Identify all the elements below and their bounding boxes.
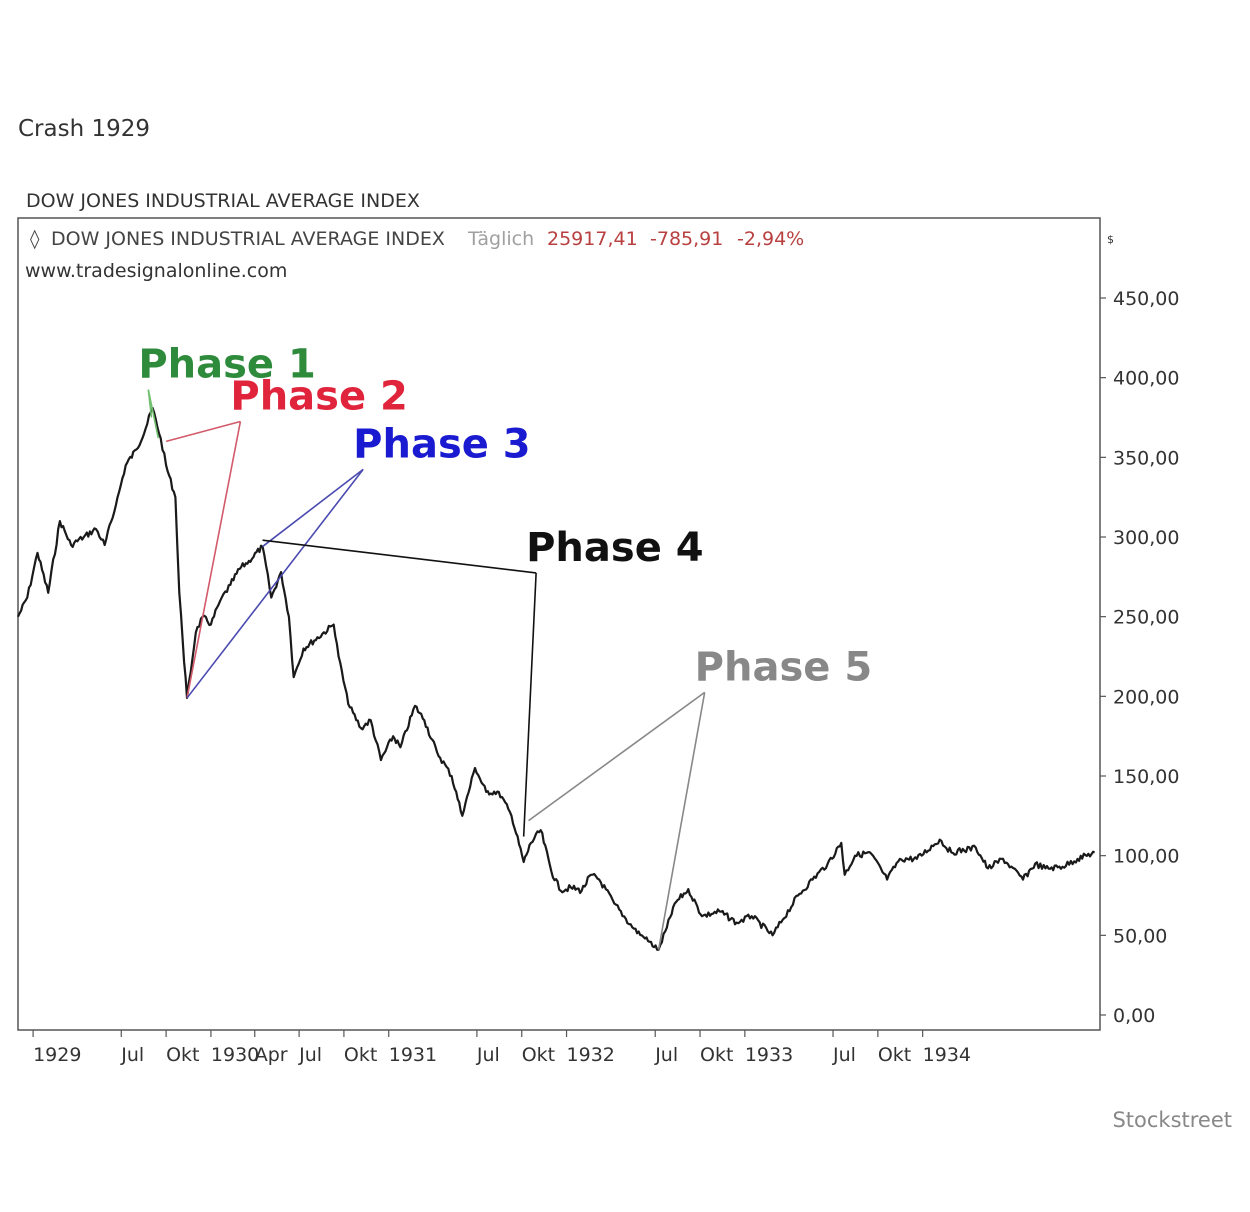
legend-last-value: 25917,41	[547, 228, 638, 250]
x-tick-label: Jul	[832, 1044, 856, 1066]
legend-change: -785,91	[650, 228, 723, 250]
annotation-connector	[186, 421, 242, 699]
x-tick-label: Okt	[166, 1044, 199, 1066]
y-tick-label: 50,00	[1113, 925, 1167, 947]
y-tick-label: 300,00	[1113, 527, 1179, 549]
phase-label: Phase 1	[138, 342, 315, 388]
source-url: www.tradesignalonline.com	[25, 260, 287, 282]
legend-row: ◊ DOW JONES INDUSTRIAL AVERAGE INDEX Täg…	[30, 228, 804, 250]
annotation-connector	[262, 539, 537, 574]
phase-annotation: Phase 3	[186, 421, 531, 699]
y-axis: 450,00 400,00 350,00 300,00 250,00 200,00 150,…	[1100, 288, 1179, 1027]
series-marker-icon: ◊	[30, 228, 40, 250]
series-layer	[16, 406, 1096, 951]
y-tick-label: 450,00	[1113, 288, 1179, 310]
x-tick-label: 1929	[33, 1044, 81, 1066]
phase-annotation: Phase 1	[138, 342, 316, 439]
x-tick-label: Apr	[255, 1044, 288, 1066]
series-line	[16, 406, 1096, 951]
y-tick-label: 350,00	[1113, 447, 1179, 469]
y-tick-label: 400,00	[1113, 368, 1179, 390]
x-tick-label: Jul	[298, 1044, 322, 1066]
legend-series-name: DOW JONES INDUSTRIAL AVERAGE INDEX	[51, 228, 445, 250]
x-tick-label: 1931	[389, 1044, 437, 1066]
x-tick-label: Jul	[120, 1044, 144, 1066]
legend-change-pct: -2,94%	[737, 228, 804, 250]
phase-label: Phase 4	[526, 525, 703, 571]
footer-credit: Stockstreet	[1112, 1108, 1232, 1132]
annotation-connector	[522, 572, 537, 837]
legend-frequency: Täglich	[467, 228, 534, 250]
x-tick-label: 1934	[923, 1044, 971, 1066]
phase-label: Phase 5	[695, 644, 872, 690]
annotation-connector	[186, 468, 364, 699]
x-tick-label: Jul	[476, 1044, 500, 1066]
x-tick-label: Okt	[700, 1044, 733, 1066]
y-tick-label: 150,00	[1113, 766, 1179, 788]
phase-annotation: Phase 5	[528, 644, 872, 950]
phase-label: Phase 2	[230, 374, 407, 420]
y-tick-label: 200,00	[1113, 686, 1179, 708]
y-tick-label: 100,00	[1113, 846, 1179, 868]
x-tick-label: 1930	[211, 1044, 259, 1066]
phase-label: Phase 3	[353, 421, 530, 467]
x-tick-label: Okt	[344, 1044, 377, 1066]
phase-annotation: Phase 4	[262, 525, 704, 837]
phase-annotation: Phase 2	[165, 374, 408, 699]
annotation-connector	[165, 420, 241, 443]
chart-title: DOW JONES INDUSTRIAL AVERAGE INDEX	[26, 190, 420, 212]
x-tick-label: 1933	[745, 1044, 793, 1066]
annotation-connector	[262, 468, 364, 548]
page-title: Crash 1929	[18, 116, 151, 142]
x-tick-label: 1932	[567, 1044, 615, 1066]
x-tick-label: Jul	[654, 1044, 678, 1066]
annotation-connector	[147, 389, 160, 439]
unit-label: $	[1107, 233, 1114, 246]
y-tick-label: 0,00	[1113, 1005, 1155, 1027]
x-tick-label: Okt	[878, 1044, 911, 1066]
annotation-connector	[528, 691, 706, 822]
y-tick-label: 250,00	[1113, 607, 1179, 629]
x-tick-label: Okt	[522, 1044, 555, 1066]
annotation-connector	[657, 692, 706, 950]
plot-frame	[17, 217, 1101, 1031]
